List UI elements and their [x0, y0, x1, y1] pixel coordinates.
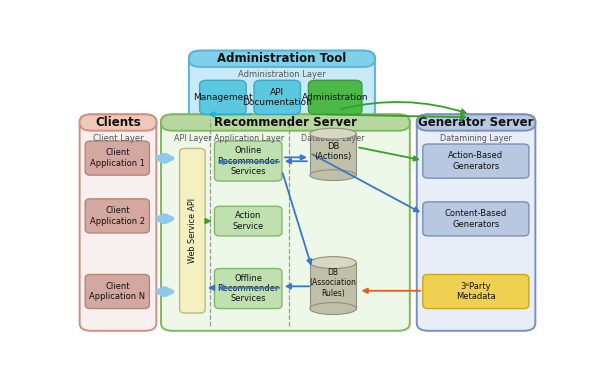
- Text: Offline
Recommender
Services: Offline Recommender Services: [217, 274, 279, 303]
- FancyBboxPatch shape: [423, 144, 529, 178]
- Text: Administration Tool: Administration Tool: [217, 52, 347, 65]
- Text: Online
Recommender
Services: Online Recommender Services: [217, 146, 279, 176]
- FancyBboxPatch shape: [423, 275, 529, 308]
- Text: Database Layer: Database Layer: [301, 134, 365, 142]
- FancyBboxPatch shape: [215, 206, 282, 236]
- Text: Action-Based
Generators: Action-Based Generators: [448, 151, 503, 171]
- Ellipse shape: [310, 128, 356, 139]
- Ellipse shape: [310, 170, 356, 181]
- Ellipse shape: [310, 257, 356, 269]
- Text: Management: Management: [193, 93, 253, 102]
- FancyBboxPatch shape: [161, 114, 410, 331]
- FancyBboxPatch shape: [80, 114, 157, 331]
- Text: Application Layer: Application Layer: [214, 134, 284, 142]
- FancyBboxPatch shape: [417, 114, 535, 131]
- Text: Content-Based
Generators: Content-Based Generators: [445, 209, 507, 229]
- Text: API Layer: API Layer: [174, 134, 211, 142]
- FancyBboxPatch shape: [80, 114, 157, 131]
- Text: Web Service API: Web Service API: [188, 198, 197, 263]
- FancyBboxPatch shape: [161, 114, 410, 131]
- FancyBboxPatch shape: [215, 141, 282, 181]
- Text: Client
Application N: Client Application N: [89, 282, 145, 301]
- FancyBboxPatch shape: [308, 80, 362, 114]
- Text: Datamining Layer: Datamining Layer: [440, 134, 512, 142]
- Bar: [310, 263, 356, 308]
- Text: Action
Service: Action Service: [233, 211, 264, 231]
- Text: Administration: Administration: [302, 93, 368, 102]
- FancyBboxPatch shape: [85, 141, 149, 175]
- FancyBboxPatch shape: [254, 80, 301, 114]
- Text: Clients: Clients: [95, 116, 141, 129]
- FancyBboxPatch shape: [423, 202, 529, 236]
- Text: Client Layer: Client Layer: [93, 134, 143, 144]
- FancyBboxPatch shape: [85, 275, 149, 308]
- FancyBboxPatch shape: [85, 199, 149, 233]
- Text: Client
Application 1: Client Application 1: [90, 148, 145, 168]
- FancyBboxPatch shape: [179, 149, 205, 313]
- Text: Generator Server: Generator Server: [418, 116, 534, 129]
- Text: DB
(Association
Rules): DB (Association Rules): [310, 268, 356, 298]
- FancyBboxPatch shape: [200, 80, 246, 114]
- Text: 3ᴽParty
Metadata: 3ᴽParty Metadata: [456, 282, 496, 301]
- Text: DB
(Actions): DB (Actions): [314, 142, 352, 161]
- Text: API
Documentation: API Documentation: [242, 88, 312, 107]
- FancyBboxPatch shape: [189, 51, 375, 129]
- FancyBboxPatch shape: [189, 51, 375, 67]
- Bar: [310, 134, 356, 175]
- Ellipse shape: [310, 303, 356, 315]
- FancyBboxPatch shape: [215, 269, 282, 308]
- Text: Recommender Server: Recommender Server: [214, 116, 357, 129]
- Text: Administration Layer: Administration Layer: [238, 70, 326, 79]
- FancyBboxPatch shape: [417, 114, 535, 331]
- Text: Client
Application 2: Client Application 2: [90, 206, 145, 226]
